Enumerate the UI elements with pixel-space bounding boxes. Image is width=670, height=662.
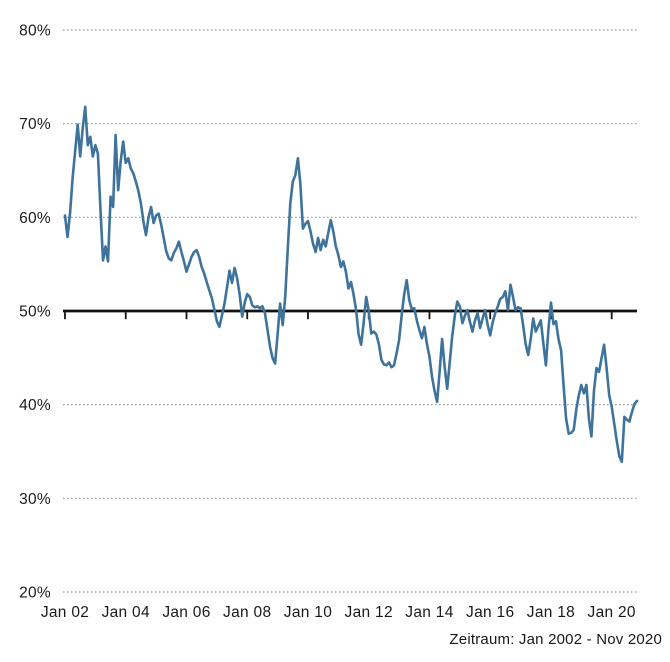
x-tick-label: Jan 08 [223,604,271,621]
y-tick-label: 40% [19,397,51,414]
x-tick-label: Jan 16 [466,604,514,621]
y-tick-label: 60% [19,210,51,227]
y-tick-label: 70% [19,116,51,133]
x-tick-label: Jan 18 [527,604,575,621]
x-tick-label: Jan 06 [162,604,210,621]
y-tick-label: 80% [19,23,51,40]
x-tick-label: Jan 20 [588,604,636,621]
x-tick-label: Jan 12 [345,604,393,621]
x-tick-label: Jan 04 [102,604,150,621]
x-tick-label: Jan 02 [41,604,89,621]
x-tick-label: Jan 10 [284,604,332,621]
x-tick-label: Jan 14 [405,604,453,621]
y-tick-label: 50% [19,304,51,321]
y-tick-label: 30% [19,491,51,508]
data-line [63,105,639,464]
y-tick-label: 20% [19,585,51,602]
source-note: Zeitraum: Jan 2002 - Nov 2020 [449,631,662,648]
